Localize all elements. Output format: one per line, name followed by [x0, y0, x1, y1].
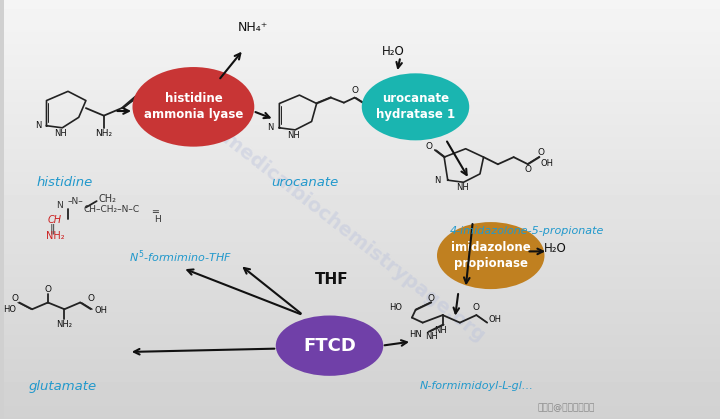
Text: urocanate: urocanate: [271, 176, 338, 189]
Text: NH₂: NH₂: [95, 129, 112, 138]
Text: ‖: ‖: [50, 223, 55, 234]
Text: O: O: [351, 85, 358, 95]
Ellipse shape: [437, 222, 544, 289]
Text: OH: OH: [369, 103, 382, 112]
Text: glutamate: glutamate: [28, 380, 96, 393]
Text: NH: NH: [55, 129, 67, 138]
Text: N: N: [56, 201, 63, 210]
Text: NH: NH: [456, 183, 469, 192]
Text: THF: THF: [315, 272, 348, 287]
Text: HO: HO: [390, 303, 402, 313]
Ellipse shape: [276, 316, 383, 376]
Text: 搜狐号@李老师讲生化: 搜狐号@李老师讲生化: [537, 403, 595, 412]
Text: 4-imidazolone-5-propionate: 4-imidazolone-5-propionate: [449, 226, 604, 236]
Text: O: O: [45, 285, 51, 295]
Text: FTCD: FTCD: [303, 337, 356, 354]
Text: N: N: [267, 123, 273, 132]
Text: OH: OH: [94, 305, 107, 315]
Text: $\mathit{N}^5$-formimino-THF: $\mathit{N}^5$-formimino-THF: [129, 248, 232, 265]
Text: NH: NH: [287, 131, 300, 140]
Text: O: O: [537, 148, 544, 158]
Ellipse shape: [132, 67, 254, 147]
Text: HO: HO: [3, 305, 16, 314]
Text: OH: OH: [489, 315, 502, 324]
Text: N-formimidoyl-L-gl…: N-formimidoyl-L-gl…: [419, 381, 534, 391]
Text: –N–: –N–: [67, 197, 83, 207]
Text: H₂O: H₂O: [544, 241, 567, 255]
Text: themedicalbiochemistrypage.org: themedicalbiochemistrypage.org: [191, 107, 490, 346]
Text: O: O: [87, 294, 94, 303]
Text: imidazolone
propionase: imidazolone propionase: [451, 241, 531, 270]
Text: H: H: [154, 215, 161, 225]
Text: NH: NH: [425, 331, 438, 341]
Text: O: O: [473, 303, 480, 313]
Text: NH₂: NH₂: [55, 320, 72, 329]
Text: O: O: [141, 86, 148, 95]
Text: O: O: [524, 165, 531, 174]
Text: NH₄⁺: NH₄⁺: [238, 21, 268, 34]
Text: CH₂: CH₂: [99, 194, 117, 204]
Text: OH: OH: [541, 159, 554, 168]
Text: O: O: [428, 294, 435, 303]
Text: O: O: [366, 91, 373, 100]
Text: CH–CH₂–N–C: CH–CH₂–N–C: [84, 205, 140, 214]
Text: O: O: [426, 142, 433, 151]
Text: HN: HN: [409, 330, 422, 339]
Text: CH: CH: [48, 215, 62, 225]
Text: ═: ═: [153, 207, 158, 217]
Ellipse shape: [361, 73, 469, 140]
Text: O: O: [12, 294, 19, 303]
Text: NH: NH: [434, 326, 447, 335]
Text: urocanate
hydratase 1: urocanate hydratase 1: [376, 92, 455, 122]
Text: H₂O: H₂O: [382, 45, 405, 58]
Text: histidine
ammonia lyase: histidine ammonia lyase: [144, 92, 243, 122]
Text: NH₂: NH₂: [46, 231, 64, 241]
Text: N: N: [35, 121, 41, 130]
Text: N: N: [434, 176, 440, 185]
Text: histidine: histidine: [36, 176, 93, 189]
Text: OH: OH: [161, 98, 174, 108]
